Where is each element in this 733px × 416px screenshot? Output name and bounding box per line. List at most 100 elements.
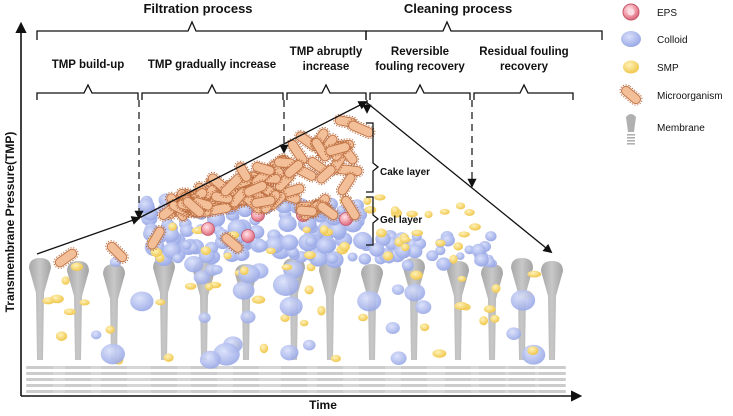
colloid-particle (474, 253, 489, 267)
colloid-particle (232, 281, 255, 300)
smp-particle (453, 242, 464, 251)
microorganism (314, 163, 338, 186)
colloid-particle (391, 284, 405, 295)
phase-bracket-2 (141, 83, 284, 100)
legend-microorganism-swatch (619, 84, 643, 106)
microorganism-cells (53, 113, 376, 269)
phase-label-reversible-line2: fouling recovery (375, 61, 465, 73)
phase-label-tmp-abrupt-line2: increase (303, 61, 350, 73)
smp-particle (105, 325, 115, 334)
microorganism (339, 194, 362, 222)
colloid-particle (280, 344, 299, 361)
smp-particle (457, 275, 467, 282)
microorganism (242, 179, 269, 199)
tmp-rise-segment-1 (36, 216, 141, 255)
colloid-particle (456, 252, 465, 261)
tmp-decline (365, 101, 553, 254)
colloid-particle (390, 351, 407, 365)
smp-particle (63, 308, 76, 316)
foulant-particles (42, 255, 546, 369)
tmp-trend (36, 101, 553, 255)
smp-particle (419, 323, 430, 332)
colloid-particle (485, 231, 497, 242)
smp-particle (200, 246, 211, 256)
smp-particle (168, 222, 177, 231)
eps-particle (241, 229, 255, 243)
colloid-particle (358, 253, 372, 265)
colloid-particle (305, 236, 317, 247)
colloid-particle (510, 289, 536, 311)
smp-particle (317, 305, 326, 316)
colloid-particle (280, 234, 299, 251)
colloid-particle (272, 273, 299, 297)
smp-particle (304, 285, 314, 295)
phase-label-tmp-gradual: TMP gradually increase (148, 59, 276, 71)
filtration-process-header: Filtration process (143, 1, 252, 16)
microorganism (272, 155, 298, 170)
tmp-rise-segment-2 (138, 101, 368, 219)
colloid-particle (326, 253, 339, 264)
microorganism (249, 193, 278, 210)
smp-particle (490, 314, 500, 323)
microorganism (53, 247, 79, 269)
colloid-particle (90, 330, 102, 340)
smp-particle (265, 247, 276, 255)
filtration-bracket (36, 20, 367, 40)
colloid-particle (435, 246, 446, 256)
cake-layer-label: Cake layer (380, 167, 430, 178)
smp-particle (363, 196, 372, 206)
smp-particle (382, 251, 394, 261)
smp-particle (455, 202, 466, 210)
microorganism (250, 160, 277, 178)
colloid-particle (353, 231, 373, 250)
smp-particle (432, 349, 447, 358)
colloid-particle (316, 237, 335, 254)
smp-particle (251, 295, 266, 304)
smp-particle (302, 226, 311, 233)
smp-particle (390, 206, 400, 215)
colloid-particle (279, 296, 303, 317)
smp-particle (410, 270, 423, 280)
eps-particle (201, 222, 215, 236)
gel-layer-label: Gel layer (380, 215, 422, 226)
smp-particle (357, 313, 368, 322)
microorganism (315, 200, 340, 222)
colloid-particle (407, 244, 423, 259)
phase-bracket-3 (286, 83, 367, 100)
colloid-particle (278, 215, 297, 233)
smp-particle (449, 254, 458, 264)
microorganism (105, 240, 129, 264)
phase-label-reversible-line1: Reversible (391, 46, 449, 58)
colloid-particle (385, 322, 400, 335)
axes (15, 21, 583, 402)
colloid-particle (162, 227, 180, 243)
colloid-particle (415, 300, 432, 314)
legend-colloid-label: Colloid (657, 35, 688, 46)
microorganism (323, 140, 352, 158)
colloid-particle (404, 283, 426, 302)
smp-particle (303, 251, 316, 259)
smp-particle (42, 297, 55, 305)
legend-smp-swatch (623, 60, 639, 74)
smp-particle (527, 270, 542, 278)
colloid-particle (184, 255, 204, 273)
cleaning-process-header: Cleaning process (404, 1, 512, 16)
smp-particle (163, 353, 174, 362)
smp-particle (469, 223, 481, 231)
process-brackets (36, 20, 603, 100)
smp-particle (79, 299, 90, 306)
smp-particle (479, 316, 488, 326)
colloid-particle (193, 270, 210, 285)
smp-particle (439, 208, 450, 215)
phase-bracket-4 (369, 83, 471, 100)
smp-particle (330, 354, 341, 363)
smp-particle (239, 266, 249, 276)
phase-label-tmp-abrupt-line1: TMP abruptly (290, 46, 363, 58)
smp-particle (424, 210, 433, 219)
colloid-particle (506, 327, 522, 340)
gel-layer-brace (366, 196, 380, 246)
colloid-particle (181, 240, 192, 250)
legend-smp-label: SMP (657, 63, 679, 74)
smp-particle (458, 231, 470, 238)
